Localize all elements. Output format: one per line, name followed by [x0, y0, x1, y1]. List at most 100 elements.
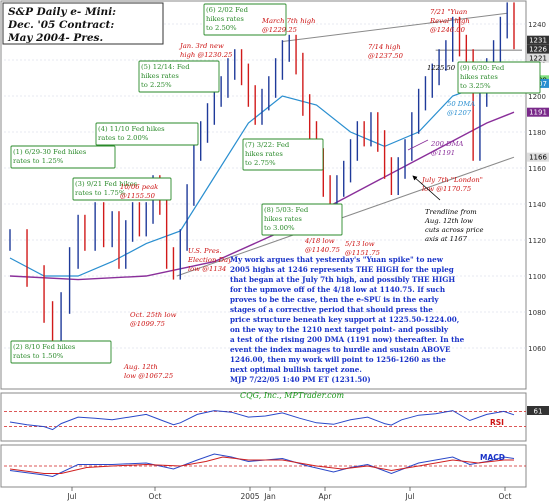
annotation-text: 7/14 high — [368, 43, 401, 51]
annotation-box — [10, 145, 116, 169]
title-line-3: May 2004- Pres. — [7, 32, 103, 44]
macd-line — [9, 453, 515, 478]
price-tick-label: 1100 — [528, 273, 546, 281]
annotation-text: hikes rates — [460, 73, 498, 81]
annotation-text: rates to 1.75% — [75, 189, 126, 197]
price-marker-box — [527, 44, 549, 54]
annotation-box — [203, 3, 287, 36]
price-marker-label: 1226 — [529, 46, 547, 54]
price-panel — [0, 0, 527, 390]
ma50-line — [9, 82, 514, 277]
trendlines — [176, 12, 515, 277]
annotation-text: axis at 1167 — [425, 235, 468, 243]
annotation-text: (4) 11/10 Fed hikes — [98, 125, 165, 133]
annotation-text: high @1230.25 — [180, 51, 232, 59]
time-tick-label: Oct — [499, 492, 512, 501]
annotation-text: (1) 6/29-30 Fed hikes — [13, 148, 87, 156]
macd-signal-line — [9, 456, 514, 474]
annotation-text: Aug. 12th low — [424, 217, 473, 225]
price-marker-label: 1166 — [529, 154, 547, 162]
annotation-box — [261, 203, 343, 236]
annotation-text: hikes rates — [206, 15, 244, 23]
annotation-text: @1099.75 — [130, 320, 165, 328]
annotation-text: low @1134 — [188, 265, 226, 273]
annotation-text: 5/13 low — [345, 240, 375, 248]
annotation-text: Reval" high — [429, 17, 470, 25]
annotation-text: hikes rates — [245, 150, 283, 158]
price-bars — [9, 2, 515, 345]
annotation-text: 1225.50 — [427, 64, 456, 72]
annotation-text: 200 DMA — [430, 140, 464, 148]
time-tick-label: Jan — [263, 492, 276, 501]
annotation-text: to 2.25% — [141, 81, 172, 89]
annotation-text: (5) 12/14: Fed — [141, 63, 190, 71]
commentary-line: a test of the rising 200 DMA (1191 now) … — [230, 335, 465, 344]
commentary-line: My work argues that yesterday's "Yuan sp… — [230, 255, 444, 264]
annotation-text: @1229.25 — [262, 26, 297, 34]
time-axis: Jul Oct 2005 Jan Apr Jul Oct — [66, 487, 512, 501]
price-marker-label: 1191 — [529, 109, 547, 117]
price-tick-label: 1200 — [528, 93, 546, 101]
commentary-line: proves to be the case, then the e-SPU is… — [230, 295, 439, 304]
annotation-text: (8) 5/03: Fed — [264, 206, 309, 214]
trendline-arrow — [412, 175, 441, 201]
price-tick-label: 1160 — [528, 165, 546, 173]
annotation-text: hikes rates — [264, 215, 302, 223]
annotation-text: (7) 3/22: Fed — [245, 141, 290, 149]
price-marker-box — [527, 53, 549, 63]
rsi-line — [9, 410, 515, 431]
rsi-label: RSI — [490, 418, 504, 427]
annotation-text: @1237.50 — [368, 52, 404, 60]
annotation-text: Jan. 3rd new — [178, 42, 224, 50]
time-tick-label: Jul — [404, 492, 414, 501]
price-marker-box — [527, 35, 549, 45]
price-marker-label: 1221 — [529, 55, 547, 63]
rsi-panel — [0, 392, 527, 442]
price-tick-label: 1140 — [528, 201, 546, 209]
annotation-text: March 7th high — [261, 17, 315, 25]
annotation-text: @1207 — [447, 109, 472, 117]
annotation-text: @1246.00 — [430, 26, 466, 34]
annotation-text: Aug. 12th — [123, 363, 158, 371]
time-tick-label: Oct — [149, 492, 162, 501]
annotation-text: 7/21 "Yuan — [430, 8, 467, 16]
price-tick-label: 1060 — [528, 345, 546, 353]
commentary-line: for the upmove off of the 4/18 low at 11… — [230, 285, 446, 294]
annotation-text: (9) 6/30: Fed — [460, 64, 505, 72]
commentary-line: event the index manages to hurdle and su… — [230, 345, 451, 354]
annotation-box — [10, 340, 112, 364]
annotation-text: @1155.50 — [120, 192, 156, 200]
commentary-line: next optimal bullish target zone. — [230, 365, 362, 374]
title-line-2: Dec. '05 Contract: — [7, 19, 114, 31]
annotation-text: rates to 1.25% — [13, 157, 64, 165]
time-tick-label: 2005 — [240, 492, 259, 501]
annotation-text: hikes rates — [141, 72, 179, 80]
annotation-text: rates to 2.00% — [98, 134, 149, 142]
price-tick-label: 1120 — [528, 237, 546, 245]
annotation-text: Oct. 25th low — [130, 311, 177, 319]
annotation-text: to 2.75% — [245, 159, 276, 167]
annotation-box — [72, 177, 172, 201]
macd-label: MACD — [480, 453, 505, 462]
time-tick-label: Jul — [66, 492, 76, 501]
annotation-text: @1151.75 — [345, 249, 380, 257]
title-box — [2, 2, 164, 45]
annotation-text: to 2.50% — [206, 24, 237, 32]
commentary: My work argues that yesterday's "Yuan sp… — [230, 255, 465, 384]
trendline — [176, 156, 515, 277]
annotation-text: @1140.75 — [305, 246, 340, 254]
annotation-text: (2) 8/10 Fed hikes — [13, 343, 76, 351]
annotation-box — [138, 60, 220, 93]
commentary-line: that began at the July 7th high, and pos… — [230, 275, 455, 284]
annotation-box — [95, 122, 199, 146]
time-tick-label: Apr — [319, 492, 333, 501]
annotation-text: @1191 — [431, 149, 455, 157]
rsi-levels — [4, 411, 526, 427]
annotation-text: 50 DMA — [447, 100, 475, 108]
price-marker-box — [527, 107, 549, 117]
rsi-value: 61 — [534, 408, 543, 416]
annotation-text: Trendline from — [425, 208, 477, 216]
price-marker-box — [527, 152, 549, 162]
commentary-line: 1246.00, then my work will point to 1256… — [230, 355, 446, 364]
